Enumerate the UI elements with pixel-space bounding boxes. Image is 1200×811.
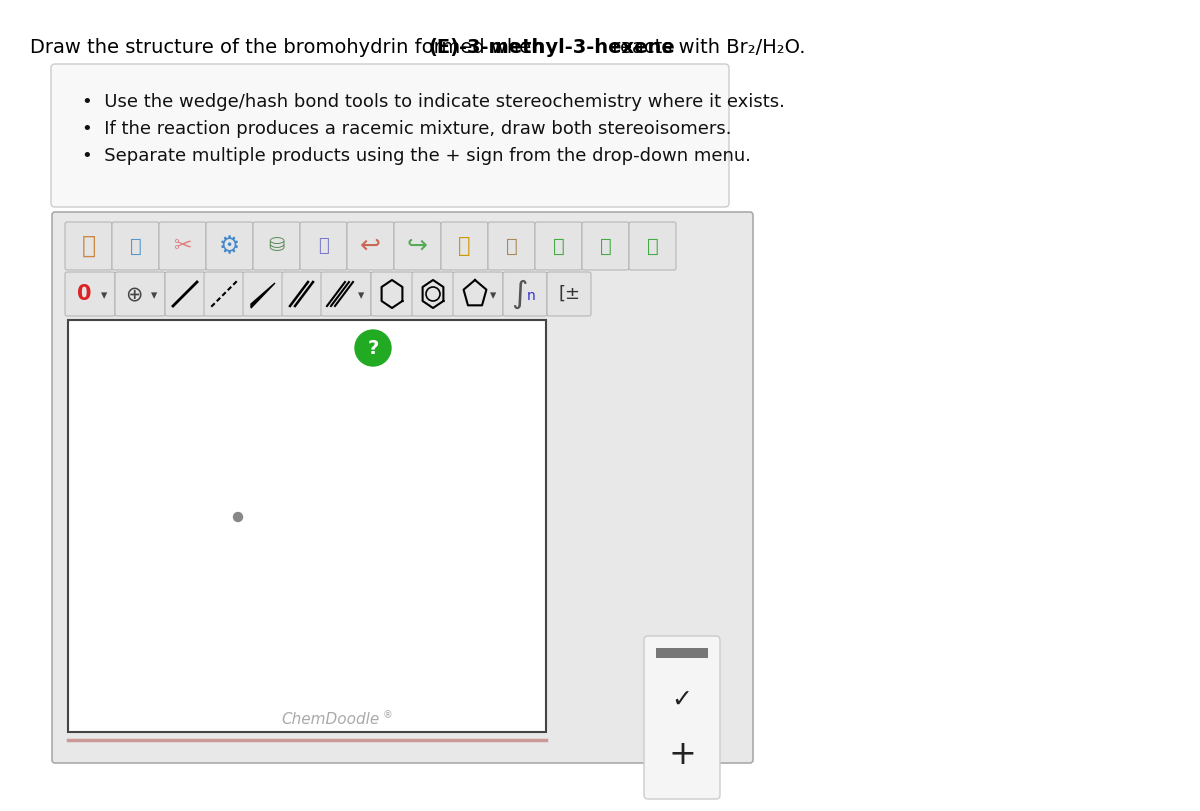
Text: ▾: ▾ (151, 290, 157, 303)
Text: ✋: ✋ (82, 234, 96, 258)
FancyBboxPatch shape (253, 222, 300, 270)
Text: 🎨: 🎨 (647, 237, 659, 255)
Text: ✓: ✓ (672, 688, 692, 712)
Text: reacts with Br₂/H₂O.: reacts with Br₂/H₂O. (606, 38, 805, 57)
Text: 🔗: 🔗 (318, 237, 329, 255)
Text: ▾: ▾ (358, 290, 364, 303)
Text: Draw the structure of the bromohydrin formed when: Draw the structure of the bromohydrin fo… (30, 38, 550, 57)
Text: ⊕: ⊕ (125, 284, 143, 304)
FancyBboxPatch shape (300, 222, 347, 270)
Text: 📋: 📋 (505, 237, 517, 255)
FancyBboxPatch shape (347, 222, 394, 270)
FancyBboxPatch shape (547, 272, 592, 316)
FancyBboxPatch shape (112, 222, 158, 270)
Text: 🧴: 🧴 (130, 237, 142, 255)
Text: ChemDoodle: ChemDoodle (281, 713, 379, 727)
FancyBboxPatch shape (52, 212, 754, 763)
FancyBboxPatch shape (442, 222, 488, 270)
Text: (E)-3-methyl-3-hexene: (E)-3-methyl-3-hexene (428, 38, 674, 57)
FancyBboxPatch shape (582, 222, 629, 270)
FancyBboxPatch shape (206, 222, 253, 270)
Text: ⛁: ⛁ (269, 237, 284, 255)
Circle shape (355, 330, 391, 366)
Text: 🔍: 🔍 (553, 237, 564, 255)
FancyBboxPatch shape (322, 272, 371, 316)
Text: 🔎: 🔎 (600, 237, 611, 255)
FancyBboxPatch shape (204, 272, 244, 316)
FancyBboxPatch shape (488, 222, 535, 270)
Text: ⚙: ⚙ (218, 234, 240, 258)
Text: ?: ? (367, 340, 379, 358)
FancyBboxPatch shape (503, 272, 547, 316)
Polygon shape (251, 283, 275, 308)
Text: •  If the reaction produces a racemic mixture, draw both stereoisomers.: • If the reaction produces a racemic mix… (82, 120, 732, 138)
FancyBboxPatch shape (50, 64, 730, 207)
Bar (68, 320, 546, 732)
Text: ↩: ↩ (360, 234, 382, 258)
Text: +: + (668, 739, 696, 771)
Text: n: n (527, 289, 535, 303)
FancyBboxPatch shape (644, 636, 720, 799)
FancyBboxPatch shape (371, 272, 413, 316)
Text: ®: ® (383, 710, 392, 720)
Text: $\int$: $\int$ (511, 277, 527, 311)
FancyBboxPatch shape (629, 222, 676, 270)
Text: [±: [± (558, 285, 580, 303)
FancyBboxPatch shape (166, 272, 205, 316)
Bar (656, 648, 708, 658)
Text: ▾: ▾ (101, 290, 107, 303)
Text: 0: 0 (77, 284, 91, 304)
Text: ↪: ↪ (407, 234, 428, 258)
Text: ✂: ✂ (173, 236, 192, 256)
FancyBboxPatch shape (394, 222, 442, 270)
Text: 💰: 💰 (458, 236, 470, 256)
Text: •  Separate multiple products using the + sign from the drop-down menu.: • Separate multiple products using the +… (82, 147, 751, 165)
FancyBboxPatch shape (454, 272, 503, 316)
Circle shape (234, 513, 242, 521)
Text: •  Use the wedge/hash bond tools to indicate stereochemistry where it exists.: • Use the wedge/hash bond tools to indic… (82, 93, 785, 111)
FancyBboxPatch shape (65, 222, 112, 270)
FancyBboxPatch shape (65, 272, 115, 316)
Text: ▾: ▾ (490, 290, 496, 303)
FancyBboxPatch shape (242, 272, 283, 316)
FancyBboxPatch shape (282, 272, 322, 316)
FancyBboxPatch shape (115, 272, 166, 316)
FancyBboxPatch shape (412, 272, 454, 316)
FancyBboxPatch shape (158, 222, 206, 270)
FancyBboxPatch shape (535, 222, 582, 270)
